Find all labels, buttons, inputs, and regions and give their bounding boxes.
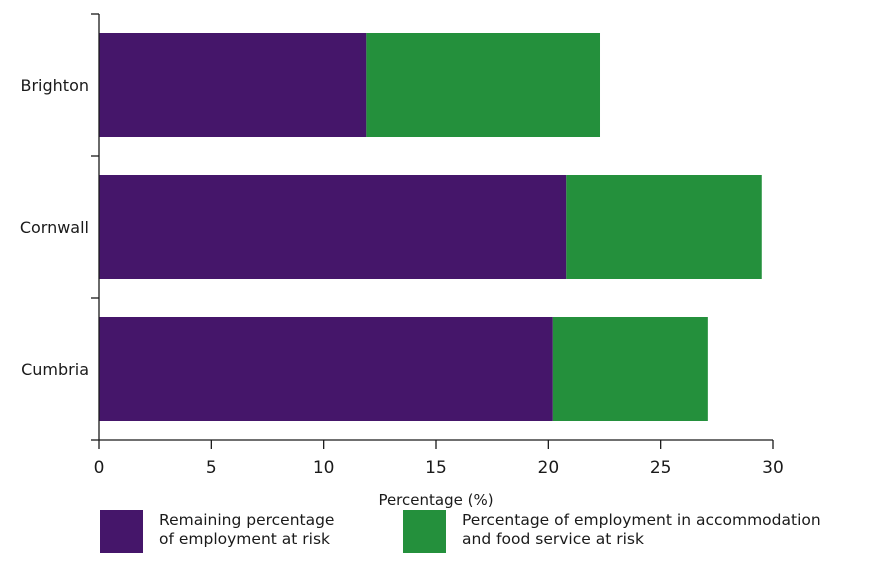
- legend-item-accommodation: Percentage of employment in accommodatio…: [403, 510, 821, 553]
- category-label-brighton: Brighton: [21, 76, 90, 95]
- bar-brighton-series-1: [366, 33, 601, 137]
- x-tick-label: 20: [538, 458, 560, 478]
- x-tick-label: 0: [94, 458, 105, 478]
- x-tick-label: 15: [425, 458, 447, 478]
- x-tick-label: 30: [762, 458, 784, 478]
- legend: Remaining percentage of employment at ri…: [0, 510, 888, 580]
- bar-cumbria-series-0: [99, 317, 553, 421]
- legend-label-remaining: Remaining percentage of employment at ri…: [159, 511, 335, 548]
- bar-cornwall-series-1: [566, 175, 762, 279]
- x-axis-title: Percentage (%): [378, 491, 493, 509]
- x-tick-label: 5: [206, 458, 217, 478]
- x-tick-label: 10: [313, 458, 335, 478]
- x-tick-label: 25: [650, 458, 672, 478]
- legend-swatch-accommodation: [403, 510, 446, 553]
- bars-layer: [99, 33, 762, 421]
- axes-layer: Brighton Cornwall Cumbria 0 5 10 15 20 25 30: [20, 13, 784, 478]
- category-label-cumbria: Cumbria: [21, 360, 89, 379]
- stacked-bar-chart: Brighton Cornwall Cumbria 0 5 10 15 20 25 30 Perc…: [20, 13, 784, 509]
- bar-brighton-series-0: [99, 33, 367, 137]
- legend-swatch-remaining: [100, 510, 143, 553]
- category-label-cornwall: Cornwall: [20, 218, 89, 237]
- bar-cumbria-series-1: [552, 317, 708, 421]
- legend-label-accommodation: Percentage of employment in accommodatio…: [462, 511, 821, 548]
- bar-cornwall-series-0: [99, 175, 567, 279]
- legend-item-remaining: Remaining percentage of employment at ri…: [100, 510, 334, 553]
